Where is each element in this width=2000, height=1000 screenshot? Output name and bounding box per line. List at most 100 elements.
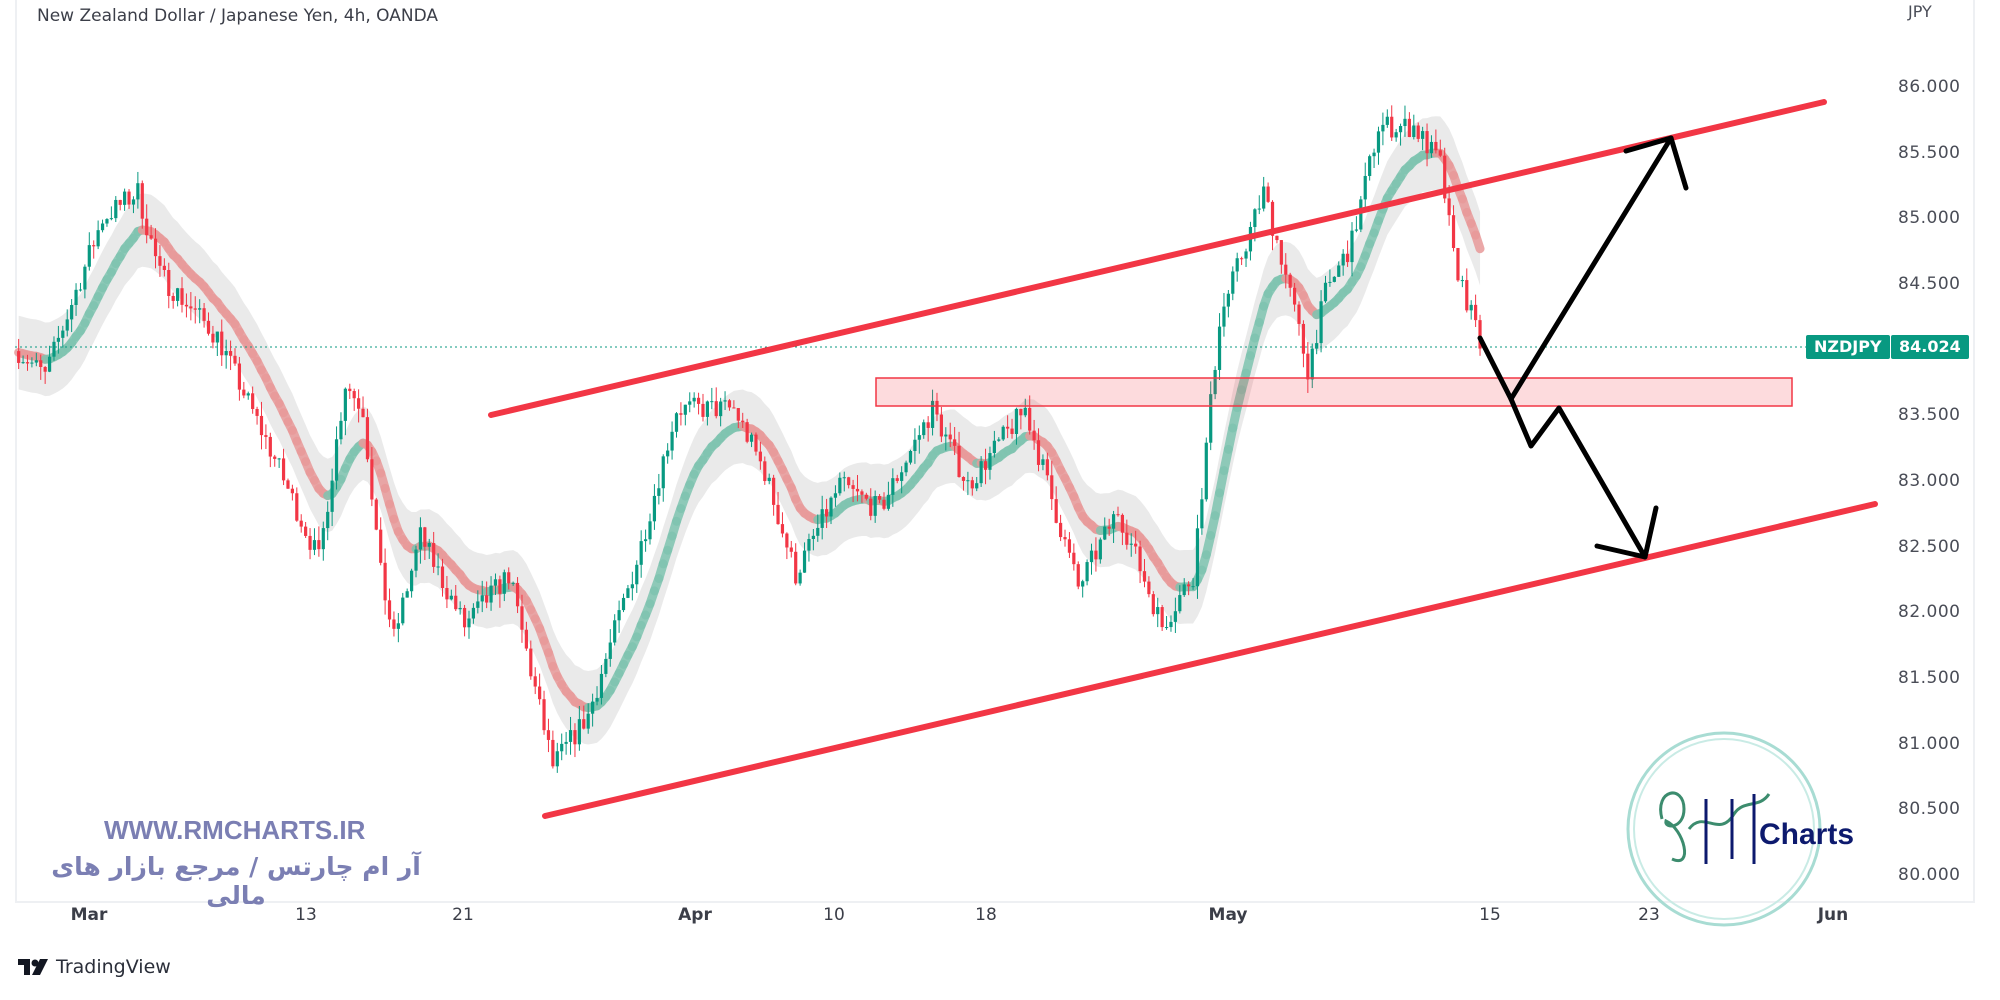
y-tick: 85.500 [1898,143,1961,163]
candle-body [193,308,197,310]
candle-body [811,535,815,540]
candle-body [1451,215,1456,249]
candle [127,189,131,209]
candle-body [70,304,74,320]
candle-body [65,319,69,331]
candle-body [1006,426,1010,429]
candle [392,611,396,637]
candle [1006,415,1010,439]
candle [1023,398,1027,418]
candle [1460,275,1464,288]
candle-body [1474,304,1478,321]
candle [401,592,405,626]
candle [96,220,100,250]
candle [961,476,966,491]
y-tick: 80.000 [1898,865,1961,885]
candle [39,354,43,380]
candle [365,408,370,463]
candle [273,454,277,467]
candle [1310,343,1314,389]
candle-body [939,414,943,437]
candle-body [953,439,957,446]
candle-body [1067,539,1072,553]
candle-body [78,289,83,291]
candle-body [202,308,206,321]
y-tick: 82.500 [1898,537,1961,557]
candle-body [1323,282,1328,302]
candle-body [454,595,458,610]
candle-body [1050,475,1054,500]
candle-body [661,456,665,489]
candle-body [1403,118,1407,127]
candle-body [1390,116,1394,138]
candle-body [1076,564,1080,587]
candle-body [1187,584,1191,587]
candle-body [1178,595,1182,612]
candle [975,477,979,492]
y-tick: 80.500 [1898,799,1961,819]
candle-body [1213,369,1217,395]
candle-body [586,713,590,729]
candle [286,478,290,489]
candle [259,401,264,450]
candle-body [1315,343,1319,349]
candle [1345,240,1350,267]
candle-body [749,434,754,442]
candle-body [988,453,992,470]
candle [621,593,626,613]
candle-body [666,450,670,457]
candle [1451,205,1456,252]
candle [1337,261,1341,277]
candle-body [312,540,317,550]
candle [445,575,449,609]
candle-body [864,494,868,499]
candle-body [308,535,312,550]
candle [688,392,692,413]
candle-body [476,601,480,608]
candle [1164,615,1169,630]
candle-body [127,191,131,205]
candle-body [1359,199,1363,230]
candle-body [1381,124,1385,132]
candle [502,569,506,602]
candle-body [1319,301,1323,344]
candle [290,484,294,501]
candle-body [449,595,453,600]
tradingview-brand[interactable]: TradingView [18,956,171,978]
y-tick: 84.500 [1898,274,1961,294]
candle [979,456,983,487]
candle-body [1200,499,1204,529]
candle-body [1443,155,1447,199]
x-tick: 15 [1479,905,1501,925]
x-tick: May [1208,905,1248,925]
candle [515,577,520,614]
candle [1156,597,1160,628]
candle-body [1257,208,1261,210]
candle [489,576,493,611]
bearish-scenario-arrow [1508,396,1659,560]
candle-body [966,480,970,482]
candle-body [714,401,718,417]
candle [299,514,303,533]
candle-body [1372,152,1376,157]
candle [251,386,255,414]
candle-body [246,393,250,396]
candle-body [480,595,484,602]
candle [1288,272,1292,297]
candle [838,472,842,496]
candle-body [1469,304,1473,311]
candle [34,352,38,367]
candle-body [1001,426,1005,440]
candle-body [295,493,299,521]
candle-body [776,504,780,525]
candle-body [485,595,489,603]
candle [648,513,652,545]
candle [1089,543,1094,575]
support-zone [875,377,1793,407]
candle [436,553,440,576]
candle [1350,222,1354,277]
candle-body [913,439,917,451]
candle-body [357,398,361,409]
watermark-tagline: آر ام چارتس / مرجع بازار های مالی [51,852,421,910]
